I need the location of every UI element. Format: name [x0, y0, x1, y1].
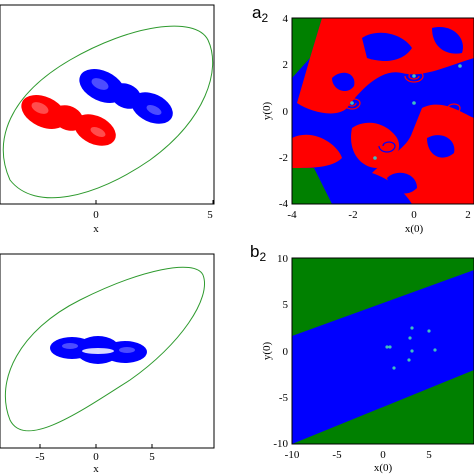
b2-xtick-5: 5	[426, 449, 432, 461]
a2-panel-label: a2	[252, 3, 268, 25]
a1-blue-attractor	[79, 69, 173, 124]
a2-basin-map	[292, 18, 474, 204]
b2-panel-label: b2	[250, 242, 266, 264]
a2-axes-frame	[291, 17, 474, 205]
b2-x-ticks: -10 -5 0 5	[285, 449, 433, 461]
a1-x-ticks: 0 5	[93, 200, 214, 221]
panel-b1: -5 0 5 x	[0, 253, 215, 474]
b2-y-ticks: 10 5 0 -5 -10	[273, 253, 288, 450]
panel-a1: 0 5 x	[0, 4, 215, 235]
b2-axes-frame	[291, 257, 474, 445]
b1-xtick-m5: -5	[35, 451, 45, 463]
b1-xtick-0: 0	[93, 451, 99, 463]
b2-ytick-5: 5	[283, 299, 289, 311]
a2-ylabel: y(0)	[261, 102, 273, 121]
a2-spirals	[343, 70, 461, 153]
b1-xlabel: x	[93, 463, 99, 474]
b1-blue-attractor	[50, 336, 147, 364]
a2-ytick-m4: -4	[279, 198, 289, 210]
a2-ytick-4: 4	[283, 13, 289, 25]
a1-xlabel: x	[93, 223, 99, 235]
a1-red-attractor	[21, 95, 116, 146]
b2-fixed-points	[385, 326, 437, 370]
b2-xtick-0: 0	[380, 449, 386, 461]
b2-ytick-m5: -5	[279, 392, 289, 404]
b1-x-ticks: -5 0 5	[35, 444, 155, 463]
a1-xtick-0: 0	[93, 209, 99, 221]
a1-green-orbit	[2, 25, 214, 199]
a2-ytick-m2: -2	[279, 152, 288, 164]
b2-xtick-m5: -5	[332, 449, 342, 461]
a1-xtick-5: 5	[207, 209, 213, 221]
a2-xtick-m2: -2	[348, 209, 357, 221]
a2-xtick-m4: -4	[287, 209, 297, 221]
a2-green-region-bottom	[292, 168, 332, 204]
a2-y-ticks: 4 2 0 -2 -4	[279, 13, 289, 210]
a2-ytick-2: 2	[283, 59, 289, 71]
a2-green-region-top	[292, 18, 322, 78]
a2-xtick-0: 0	[411, 209, 417, 221]
panel-b2: b2 -10 -5 0 5 10 5	[250, 242, 474, 474]
a2-x-ticks: -4 -2 0 2	[287, 209, 470, 221]
b2-basin-map	[292, 258, 474, 444]
b2-ytick-0: 0	[283, 346, 289, 358]
b2-xlabel: x(0)	[374, 462, 393, 474]
b2-blue-band	[292, 270, 474, 444]
a2-xlabel: x(0)	[405, 223, 424, 235]
a2-fixed-points	[350, 64, 462, 160]
b2-xtick-m10: -10	[285, 449, 300, 461]
b2-ytick-m10: -10	[273, 438, 288, 450]
b2-ylabel: y(0)	[261, 342, 273, 361]
panel-a2: a2	[252, 3, 474, 235]
b1-green-orbit	[5, 266, 205, 432]
a2-ytick-0: 0	[283, 106, 289, 118]
b2-ytick-10: 10	[277, 253, 289, 265]
b1-xtick-5: 5	[149, 451, 155, 463]
a2-xtick-2: 2	[465, 209, 471, 221]
